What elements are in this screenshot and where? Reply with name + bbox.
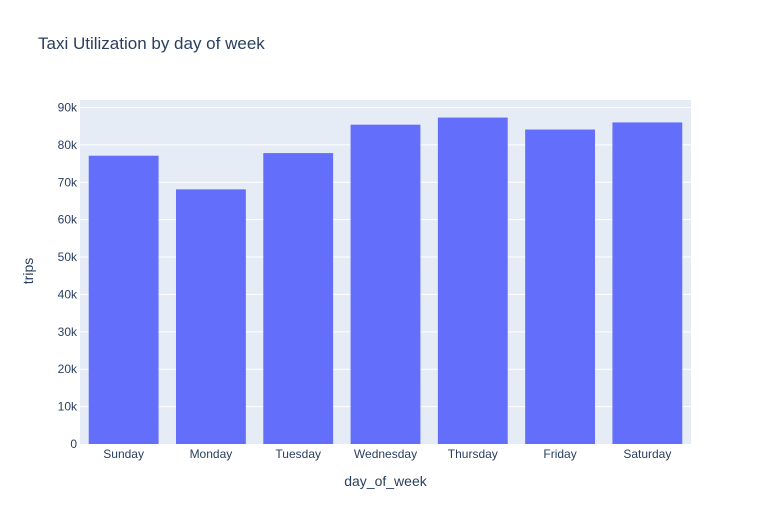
- x-tick-label: Sunday: [103, 447, 144, 461]
- x-tick-label: Friday: [543, 447, 576, 461]
- y-tick-label: 70k: [58, 175, 78, 189]
- y-axis-title: trips: [20, 258, 36, 284]
- y-tick-label: 20k: [58, 362, 78, 376]
- x-tick-label: Monday: [190, 447, 233, 461]
- chart-title: Taxi Utilization by day of week: [38, 34, 265, 53]
- bar-sunday[interactable]: [88, 155, 159, 444]
- x-tick-label: Tuesday: [275, 447, 321, 461]
- y-axis-ticks: 0 10k 20k 30k 40k 50k 60k 70k 80k 90k: [58, 100, 78, 451]
- y-tick-label: 0: [70, 437, 77, 451]
- y-tick-label: 40k: [58, 287, 78, 301]
- y-tick-label: 80k: [58, 138, 78, 152]
- y-tick-label: 10k: [58, 400, 78, 414]
- bars: [88, 117, 683, 445]
- bar-monday[interactable]: [176, 189, 246, 444]
- y-tick-label: 30k: [58, 325, 78, 339]
- x-axis-ticks: Sunday Monday Tuesday Wednesday Thursday Frid…: [103, 447, 671, 461]
- x-tick-label: Saturday: [623, 447, 671, 461]
- y-tick-label: 60k: [58, 213, 78, 227]
- bar-saturday[interactable]: [612, 122, 683, 444]
- y-tick-label: 50k: [58, 250, 78, 264]
- bar-friday[interactable]: [525, 129, 595, 444]
- x-tick-label: Wednesday: [354, 447, 417, 461]
- bar-wednesday[interactable]: [350, 124, 421, 445]
- x-tick-label: Thursday: [448, 447, 498, 461]
- bar-tuesday[interactable]: [263, 153, 334, 445]
- x-axis-title: day_of_week: [344, 473, 428, 489]
- y-tick-label: 90k: [58, 100, 78, 114]
- bar-thursday[interactable]: [437, 117, 508, 444]
